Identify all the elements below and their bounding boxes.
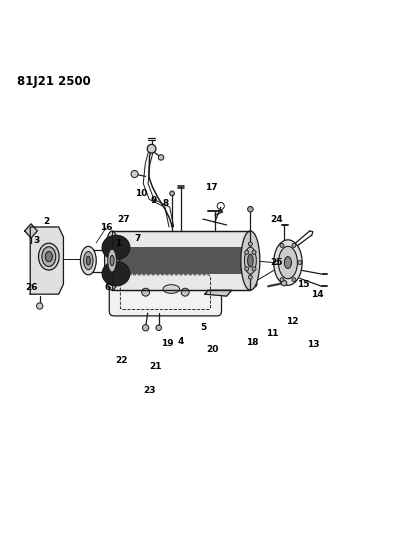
Circle shape: [142, 325, 149, 331]
Text: 7: 7: [135, 235, 141, 244]
Text: 8: 8: [162, 199, 168, 208]
Text: 14: 14: [311, 289, 324, 298]
Ellipse shape: [284, 256, 291, 269]
Text: 27: 27: [117, 215, 130, 224]
Ellipse shape: [102, 261, 130, 286]
Circle shape: [131, 171, 138, 177]
Circle shape: [248, 242, 252, 246]
Circle shape: [252, 267, 256, 271]
Circle shape: [147, 144, 156, 153]
Text: 5: 5: [200, 323, 206, 332]
Bar: [112, 231, 250, 290]
Ellipse shape: [42, 247, 56, 266]
Ellipse shape: [86, 256, 90, 265]
Text: 22: 22: [116, 356, 128, 365]
Ellipse shape: [105, 231, 119, 290]
Text: 20: 20: [207, 345, 219, 354]
Ellipse shape: [163, 285, 179, 293]
Bar: [112, 231, 250, 290]
Circle shape: [280, 244, 284, 247]
Text: 19: 19: [161, 339, 174, 348]
Text: 15: 15: [297, 280, 310, 289]
Text: 6: 6: [105, 282, 111, 292]
Circle shape: [181, 288, 189, 296]
Ellipse shape: [241, 231, 260, 290]
Text: 10: 10: [135, 189, 148, 198]
Circle shape: [158, 155, 164, 160]
Circle shape: [292, 278, 296, 281]
Ellipse shape: [45, 252, 53, 262]
Circle shape: [248, 206, 253, 212]
Text: 17: 17: [205, 183, 217, 192]
Ellipse shape: [80, 246, 96, 275]
Circle shape: [245, 267, 249, 271]
Circle shape: [248, 275, 252, 279]
Ellipse shape: [39, 243, 59, 270]
Circle shape: [252, 281, 257, 287]
Ellipse shape: [244, 247, 256, 274]
Ellipse shape: [279, 246, 297, 279]
Text: 25: 25: [270, 258, 282, 267]
Text: 9: 9: [150, 196, 157, 205]
Ellipse shape: [274, 240, 302, 285]
Text: 21: 21: [149, 361, 162, 370]
Circle shape: [281, 280, 287, 286]
Circle shape: [156, 325, 162, 330]
Text: 81J21 2500: 81J21 2500: [17, 76, 91, 88]
Ellipse shape: [110, 255, 114, 266]
Text: 1: 1: [115, 239, 121, 248]
Circle shape: [274, 261, 278, 264]
Text: 11: 11: [266, 329, 278, 338]
Circle shape: [298, 261, 302, 264]
Text: 26: 26: [25, 282, 37, 292]
Text: 24: 24: [270, 215, 282, 223]
Circle shape: [142, 288, 150, 296]
Text: 18: 18: [246, 338, 259, 347]
Polygon shape: [25, 224, 37, 238]
Circle shape: [245, 251, 249, 254]
Circle shape: [292, 244, 296, 247]
Circle shape: [280, 278, 284, 281]
Text: 4: 4: [178, 337, 184, 346]
Circle shape: [170, 191, 174, 196]
Ellipse shape: [84, 252, 93, 270]
Text: 2: 2: [44, 216, 50, 225]
Ellipse shape: [102, 235, 130, 260]
Text: 12: 12: [286, 317, 298, 326]
Ellipse shape: [108, 249, 116, 272]
Text: 16: 16: [100, 223, 112, 232]
Polygon shape: [30, 227, 63, 294]
Ellipse shape: [248, 254, 253, 267]
Text: 13: 13: [307, 340, 320, 349]
Text: 23: 23: [143, 386, 156, 395]
Text: 3: 3: [34, 236, 40, 245]
Bar: [112, 247, 250, 274]
FancyBboxPatch shape: [109, 269, 222, 316]
Circle shape: [37, 303, 43, 309]
Circle shape: [252, 251, 256, 254]
Polygon shape: [205, 290, 232, 296]
